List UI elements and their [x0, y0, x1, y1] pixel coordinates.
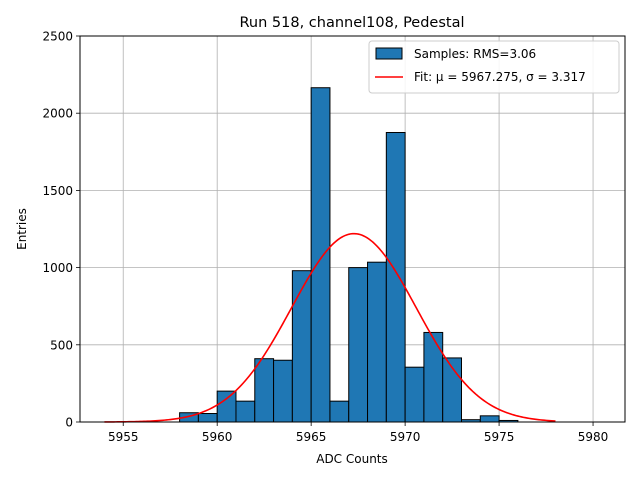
- histogram-bar: [197, 413, 218, 423]
- histogram-bar: [254, 358, 275, 423]
- histogram-bar: [329, 400, 350, 423]
- histogram-bar: [235, 400, 256, 423]
- legend-box: [368, 40, 620, 94]
- x-tick-label: 5960: [202, 430, 233, 444]
- histogram-bar: [479, 415, 500, 423]
- y-axis-label: Entries: [15, 208, 29, 250]
- histogram-bar: [310, 87, 331, 423]
- x-axis-ticks: 5955 5960 5965 5970 5975 5980: [108, 422, 608, 444]
- fit-curve: [104, 232, 556, 423]
- y-tick-label: 1500: [42, 184, 73, 198]
- x-tick-label: 5975: [484, 430, 515, 444]
- histogram-bar: [385, 132, 406, 423]
- histogram-bar: [423, 331, 444, 423]
- fit-curve-layer: [104, 232, 556, 423]
- y-tick-label: 0: [65, 416, 73, 430]
- x-tick-label: 5970: [390, 430, 421, 444]
- histogram-bar: [404, 366, 425, 423]
- y-axis-ticks: 0 500 1000 1500 2000 2500: [42, 30, 80, 430]
- y-tick-label: 1000: [42, 261, 73, 275]
- histogram-bar: [216, 390, 237, 423]
- histogram-bar: [273, 359, 293, 423]
- legend-fit-label: Fit: μ = 5967.275, σ = 3.317: [414, 70, 586, 84]
- axes-frame: [79, 35, 626, 423]
- y-tick-label: 2500: [42, 30, 73, 44]
- histogram-bars: [179, 87, 519, 423]
- y-tick-label: 500: [50, 338, 73, 352]
- x-axis-label: ADC Counts: [316, 452, 388, 466]
- x-tick-label: 5980: [578, 430, 609, 444]
- chart-title: Run 518, channel108, Pedestal: [239, 15, 464, 31]
- x-tick-label: 5965: [296, 430, 327, 444]
- y-tick-label: 2000: [42, 107, 73, 121]
- histogram-bar: [348, 267, 369, 423]
- x-tick-label: 5955: [108, 430, 139, 444]
- histogram-bar: [291, 270, 312, 423]
- histogram-bar: [367, 261, 387, 423]
- legend-hist-swatch: [375, 47, 403, 60]
- legend: Samples: RMS=3.06 Fit: μ = 5967.275, σ =…: [368, 40, 620, 94]
- legend-hist-label: Samples: RMS=3.06: [414, 47, 536, 61]
